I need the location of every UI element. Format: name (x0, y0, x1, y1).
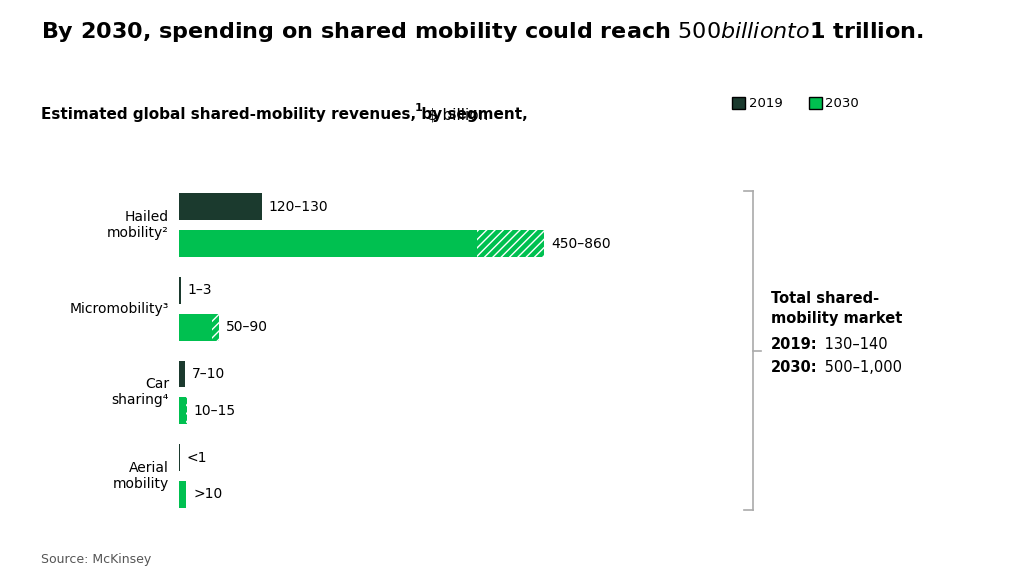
Bar (179, 314, 212, 340)
Text: Car
sharing⁴: Car sharing⁴ (112, 377, 169, 408)
Text: 2030: 2030 (825, 97, 859, 110)
Text: 2030:: 2030: (771, 360, 818, 375)
Text: 2019: 2019 (749, 97, 782, 110)
Bar (179, 481, 185, 508)
Bar (179, 361, 184, 387)
Bar (179, 277, 180, 304)
Bar (212, 314, 219, 340)
Text: <1: <1 (186, 451, 207, 465)
Text: Total shared-: Total shared- (771, 291, 880, 306)
Bar (179, 397, 185, 424)
Text: 10–15: 10–15 (194, 404, 236, 418)
Text: 450–860: 450–860 (551, 237, 610, 251)
Text: Aerial
mobility: Aerial mobility (113, 461, 169, 491)
Text: Hailed
mobility²: Hailed mobility² (108, 210, 169, 240)
Text: $ billion: $ billion (423, 107, 488, 122)
Text: 120–130: 120–130 (268, 200, 329, 213)
Text: 2019:: 2019: (771, 337, 818, 352)
Text: 130–140: 130–140 (820, 337, 888, 352)
Bar (179, 230, 476, 257)
Text: >10: >10 (194, 487, 222, 501)
Bar (179, 193, 262, 220)
Text: Estimated global shared-mobility revenues, by segment,: Estimated global shared-mobility revenue… (41, 107, 527, 122)
Text: Source: McKinsey: Source: McKinsey (41, 553, 152, 566)
Text: mobility market: mobility market (771, 311, 902, 326)
Text: 1: 1 (415, 103, 423, 113)
Text: 1–3: 1–3 (187, 284, 212, 298)
Text: Micromobility³: Micromobility³ (70, 302, 169, 316)
Text: By 2030, spending on shared mobility could reach $500 billion to $1 trillion.: By 2030, spending on shared mobility cou… (41, 20, 924, 44)
Text: 7–10: 7–10 (191, 367, 225, 381)
Text: 50–90: 50–90 (225, 320, 267, 334)
Text: 500–1,000: 500–1,000 (820, 360, 902, 375)
Bar (476, 230, 545, 257)
